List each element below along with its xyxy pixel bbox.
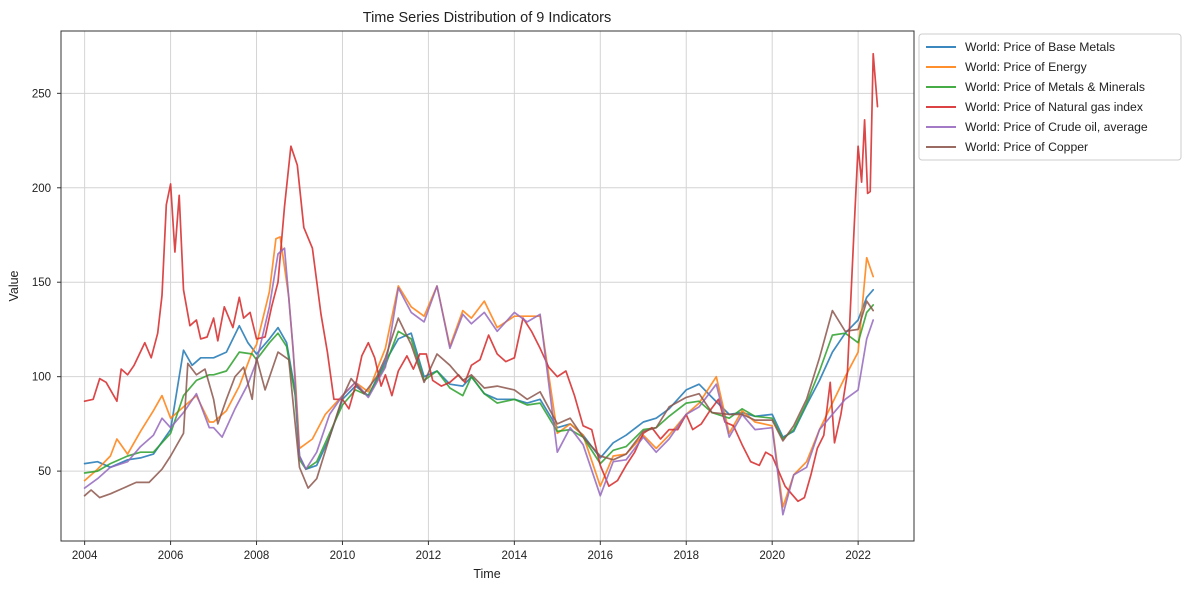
y-tick-label: 150 (32, 277, 51, 289)
legend-label: World: Price of Copper (965, 140, 1088, 154)
x-tick-label: 2008 (244, 550, 270, 562)
legend-label: World: Price of Base Metals (965, 40, 1115, 54)
x-axis-label: Time (473, 567, 500, 581)
y-axis-label: Value (7, 270, 21, 301)
x-tick-label: 2010 (330, 550, 356, 562)
legend-label: World: Price of Natural gas index (965, 100, 1143, 114)
legend-label: World: Price of Metals & Minerals (965, 80, 1145, 94)
legend: World: Price of Base Metals World: Price … (918, 33, 1182, 161)
x-tick-label: 2018 (673, 550, 699, 562)
legend-label: World: Price of Energy (965, 60, 1088, 74)
legend-box (918, 33, 1182, 161)
legend-label: World: Price of Crude oil, average (965, 120, 1148, 134)
grid-layer (61, 31, 914, 541)
y-tick-label: 250 (32, 88, 51, 100)
x-tick-label: 2020 (759, 550, 785, 562)
series-line-3 (83, 304, 875, 474)
x-tick-label: 2004 (72, 550, 98, 562)
x-tick-label: 2006 (158, 550, 184, 562)
series-line-6 (83, 300, 875, 499)
chart-title: Time Series Distribution of 9 Indicators (363, 10, 611, 26)
series-line-5 (83, 247, 875, 516)
y-tick-label: 50 (38, 466, 51, 478)
y-tick-label: 100 (32, 372, 51, 384)
plot-frame (60, 30, 915, 542)
x-tick-label: 2012 (416, 550, 442, 562)
x-tick-label: 2016 (588, 550, 614, 562)
tick-layer: 2004 2006 2008 2010 2012 2014 2016 2018 2020 2022… (32, 88, 871, 562)
series-line-1 (83, 288, 875, 471)
series-layer (83, 52, 879, 516)
x-tick-label: 2014 (502, 550, 528, 562)
y-tick-label: 200 (32, 183, 51, 195)
x-tick-label: 2022 (845, 550, 871, 562)
